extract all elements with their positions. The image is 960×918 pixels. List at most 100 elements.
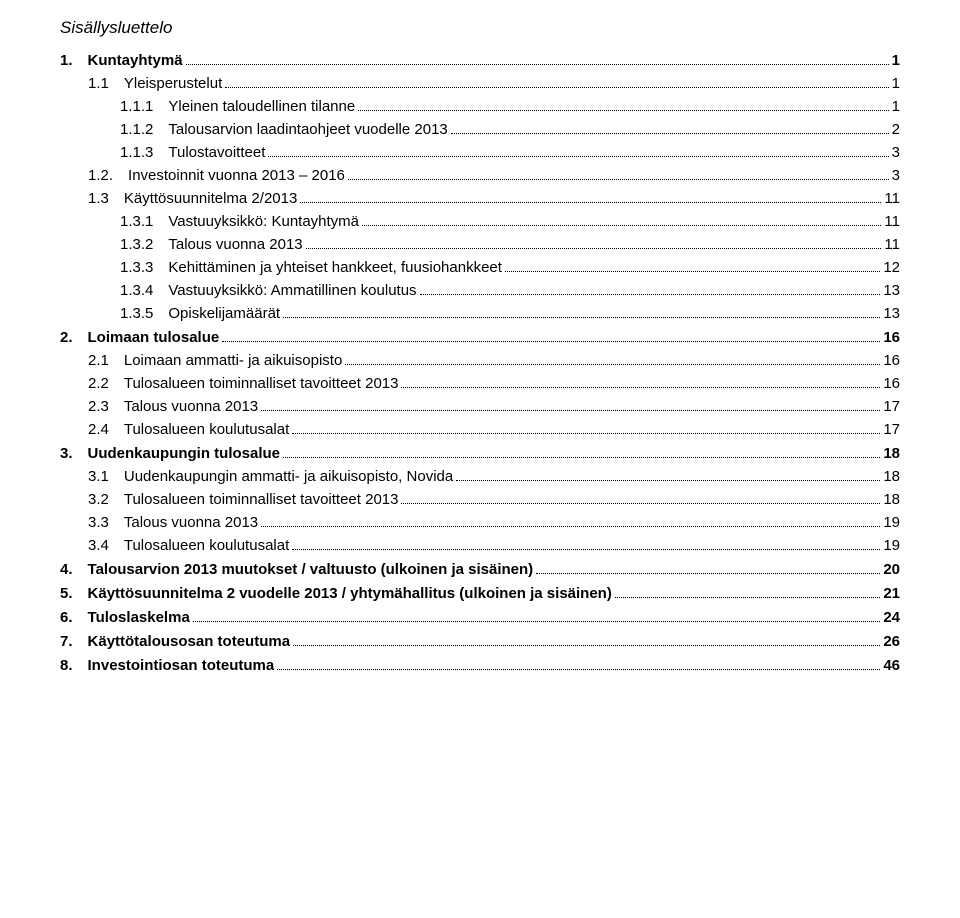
- toc-1-1[interactable]: 1.1 Yleisperustelut 1: [60, 75, 900, 92]
- toc-2-4[interactable]: 2.4 Tulosalueen koulutusalat 17: [60, 421, 900, 438]
- toc-entry-number: 1.3.4: [120, 282, 168, 299]
- toc-entry-text: Loimaan tulosalue: [88, 329, 220, 346]
- toc-entry-text: Uudenkaupungin tulosalue: [88, 445, 281, 462]
- toc-entry-label: 1. Kuntayhtymä: [60, 52, 183, 69]
- toc-dot-leader: [261, 410, 880, 411]
- toc-dot-leader: [268, 156, 888, 157]
- toc-entry-text: Yleinen taloudellinen tilanne: [168, 98, 355, 115]
- toc-entry-label: 3.1 Uudenkaupungin ammatti- ja aikuisopi…: [88, 468, 453, 485]
- toc-entry-text: Talous vuonna 2013: [168, 236, 302, 253]
- toc-2-3[interactable]: 2.3 Talous vuonna 2013 17: [60, 398, 900, 415]
- toc-entry-label: 2.4 Tulosalueen koulutusalat: [88, 421, 289, 438]
- toc-entry-number: 2.1: [88, 352, 124, 369]
- toc-3[interactable]: 3. Uudenkaupungin tulosalue 18: [60, 445, 900, 462]
- toc-entry-number: 8.: [60, 657, 88, 674]
- toc-entry-page: 13: [883, 305, 900, 322]
- toc-entry-label: 3. Uudenkaupungin tulosalue: [60, 445, 280, 462]
- toc-entry-number: 2.2: [88, 375, 124, 392]
- toc-entry-text: Vastuuyksikkö: Ammatillinen koulutus: [168, 282, 416, 299]
- toc-1[interactable]: 1. Kuntayhtymä 1: [60, 52, 900, 69]
- toc-3-3[interactable]: 3.3 Talous vuonna 2013 19: [60, 514, 900, 531]
- toc-entry-number: 3.1: [88, 468, 124, 485]
- toc-entry-label: 5. Käyttösuunnitelma 2 vuodelle 2013 / y…: [60, 585, 612, 602]
- toc-entry-number: 1.3.2: [120, 236, 168, 253]
- toc-entry-label: 7. Käyttötalousosan toteutuma: [60, 633, 290, 650]
- toc-entry-label: 6. Tuloslaskelma: [60, 609, 190, 626]
- toc-entry-number: 7.: [60, 633, 88, 650]
- toc-1-3-3[interactable]: 1.3.3 Kehittäminen ja yhteiset hankkeet,…: [60, 259, 900, 276]
- toc-entry-number: 1.2.: [88, 167, 128, 184]
- toc-4[interactable]: 4. Talousarvion 2013 muutokset / valtuus…: [60, 561, 900, 578]
- toc-entry-page: 17: [883, 398, 900, 415]
- toc-entry-number: 3.3: [88, 514, 124, 531]
- toc-dot-leader: [401, 503, 880, 504]
- toc-entry-label: 1.3.2 Talous vuonna 2013: [120, 236, 303, 253]
- toc-entry-text: Talousarvion 2013 muutokset / valtuusto …: [88, 561, 534, 578]
- toc-entry-number: 1.3.1: [120, 213, 168, 230]
- toc-dot-leader: [401, 387, 880, 388]
- toc-entry-text: Investoinnit vuonna 2013 – 2016: [128, 167, 345, 184]
- toc-8[interactable]: 8. Investointiosan toteutuma 46: [60, 657, 900, 674]
- toc-entry-text: Loimaan ammatti- ja aikuisopisto: [124, 352, 342, 369]
- toc-dot-leader: [283, 317, 880, 318]
- toc-1-3-4[interactable]: 1.3.4 Vastuuyksikkö: Ammatillinen koulut…: [60, 282, 900, 299]
- toc-entry-number: 1.1.3: [120, 144, 168, 161]
- toc-entry-page: 3: [892, 144, 900, 161]
- toc-dot-leader: [292, 433, 880, 434]
- toc-dot-leader: [456, 480, 880, 481]
- toc-1-3[interactable]: 1.3 Käyttösuunnitelma 2/2013 11: [60, 190, 900, 207]
- toc-entry-label: 1.3 Käyttösuunnitelma 2/2013: [88, 190, 297, 207]
- toc-entry-number: 1.3.5: [120, 305, 168, 322]
- toc-entry-text: Tulosalueen koulutusalat: [124, 537, 289, 554]
- toc-7[interactable]: 7. Käyttötalousosan toteutuma 26: [60, 633, 900, 650]
- toc-entry-page: 19: [883, 537, 900, 554]
- toc-entry-page: 1: [892, 75, 900, 92]
- toc-1-1-3[interactable]: 1.1.3 Tulostavoitteet 3: [60, 144, 900, 161]
- toc-1-3-2[interactable]: 1.3.2 Talous vuonna 2013 11: [60, 236, 900, 253]
- toc-dot-leader: [283, 457, 880, 458]
- toc-entry-label: 2.2 Tulosalueen toiminnalliset tavoittee…: [88, 375, 398, 392]
- toc-dot-leader: [225, 87, 888, 88]
- toc-3-1[interactable]: 3.1 Uudenkaupungin ammatti- ja aikuisopi…: [60, 468, 900, 485]
- toc-entry-page: 1: [892, 52, 900, 69]
- toc-entry-label: 3.4 Tulosalueen koulutusalat: [88, 537, 289, 554]
- toc-6[interactable]: 6. Tuloslaskelma 24: [60, 609, 900, 626]
- toc-entry-label: 8. Investointiosan toteutuma: [60, 657, 274, 674]
- toc-entry-label: 1.3.4 Vastuuyksikkö: Ammatillinen koulut…: [120, 282, 417, 299]
- toc-dot-leader: [348, 179, 889, 180]
- toc-2-1[interactable]: 2.1 Loimaan ammatti- ja aikuisopisto 16: [60, 352, 900, 369]
- toc-3-2[interactable]: 3.2 Tulosalueen toiminnalliset tavoittee…: [60, 491, 900, 508]
- toc-entry-number: 6.: [60, 609, 88, 626]
- toc-entry-page: 20: [883, 561, 900, 578]
- toc-entry-page: 2: [892, 121, 900, 138]
- toc-dot-leader: [615, 597, 880, 598]
- toc-1-3-1[interactable]: 1.3.1 Vastuuyksikkö: Kuntayhtymä 11: [60, 213, 900, 230]
- toc-entry-page: 19: [883, 514, 900, 531]
- toc-entry-text: Talous vuonna 2013: [124, 514, 258, 531]
- toc-dot-leader: [358, 110, 888, 111]
- toc-1-1-2[interactable]: 1.1.2 Talousarvion laadintaohjeet vuodel…: [60, 121, 900, 138]
- toc-1-3-5[interactable]: 1.3.5 Opiskelijamäärät 13: [60, 305, 900, 322]
- toc-dot-leader: [420, 294, 881, 295]
- toc-2[interactable]: 2. Loimaan tulosalue 16: [60, 329, 900, 346]
- toc-entry-label: 1.1 Yleisperustelut: [88, 75, 222, 92]
- toc-5[interactable]: 5. Käyttösuunnitelma 2 vuodelle 2013 / y…: [60, 585, 900, 602]
- toc-3-4[interactable]: 3.4 Tulosalueen koulutusalat 19: [60, 537, 900, 554]
- toc-entry-number: 1.1.2: [120, 121, 168, 138]
- toc-entry-number: 1.3: [88, 190, 124, 207]
- toc-1-2[interactable]: 1.2. Investoinnit vuonna 2013 – 2016 3: [60, 167, 900, 184]
- toc-entry-number: 1.: [60, 52, 88, 69]
- toc-entry-page: 11: [884, 213, 900, 230]
- toc-entry-label: 3.2 Tulosalueen toiminnalliset tavoittee…: [88, 491, 398, 508]
- toc-entry-number: 2.: [60, 329, 88, 346]
- toc-entry-number: 2.4: [88, 421, 124, 438]
- toc-1-1-1[interactable]: 1.1.1 Yleinen taloudellinen tilanne 1: [60, 98, 900, 115]
- toc-entry-text: Käyttötalousosan toteutuma: [88, 633, 291, 650]
- toc-entry-label: 1.1.1 Yleinen taloudellinen tilanne: [120, 98, 355, 115]
- toc-entry-page: 26: [883, 633, 900, 650]
- toc-entry-label: 4. Talousarvion 2013 muutokset / valtuus…: [60, 561, 533, 578]
- toc-2-2[interactable]: 2.2 Tulosalueen toiminnalliset tavoittee…: [60, 375, 900, 392]
- toc-entry-number: 1.1: [88, 75, 124, 92]
- toc-entry-label: 2.3 Talous vuonna 2013: [88, 398, 258, 415]
- toc-entry-label: 3.3 Talous vuonna 2013: [88, 514, 258, 531]
